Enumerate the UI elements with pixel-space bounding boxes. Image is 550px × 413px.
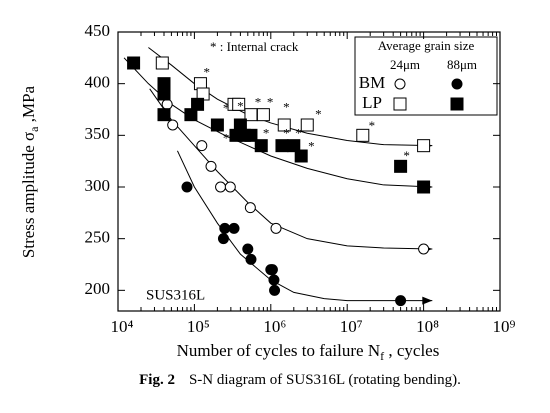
data-point	[256, 108, 270, 122]
data-point	[275, 139, 289, 153]
legend-title: Average grain size	[378, 38, 475, 53]
legend-row: LP	[362, 93, 382, 112]
crack-mark: *	[255, 94, 262, 109]
data-point	[167, 119, 179, 131]
data-point	[217, 233, 229, 245]
crack-mark: *	[308, 139, 315, 154]
crack-mark: *	[283, 99, 290, 114]
y-tick-label: 450	[85, 21, 111, 40]
caption: Fig. 2 S-N diagram of SUS316L (rotating b…	[139, 372, 461, 388]
y-tick-label: 300	[85, 176, 111, 195]
crack-mark: *	[315, 107, 322, 122]
crack-mark: *	[263, 125, 270, 140]
data-point	[127, 56, 141, 70]
material-label: SUS316L	[146, 287, 205, 303]
x-tick-label: 10⁹	[493, 317, 516, 336]
crack-mark: *	[369, 118, 376, 133]
data-point	[215, 181, 227, 193]
data-point	[270, 222, 282, 234]
x-tick-label: 10⁶	[263, 317, 286, 336]
plot-frame	[117, 31, 501, 312]
crack-mark: *	[283, 125, 290, 140]
x-label-sub: f	[380, 349, 384, 363]
data-point	[210, 118, 224, 132]
crack-mark: *	[403, 148, 410, 163]
crack-mark: *	[237, 98, 244, 113]
data-point	[219, 222, 231, 234]
data-point	[294, 149, 308, 163]
data-point	[244, 128, 258, 142]
y-tick-label: 250	[85, 228, 111, 247]
crack-mark: *	[223, 130, 230, 145]
data-point	[157, 87, 171, 101]
data-point	[205, 160, 217, 172]
y-tick-label: 200	[85, 279, 111, 298]
caption-text: S-N diagram of SUS316L (rotating bending…	[189, 372, 461, 388]
data-point	[268, 274, 280, 286]
data-point	[244, 202, 256, 214]
x-tick-label: 10⁵	[187, 317, 210, 336]
x-tick-label: 10⁸	[416, 317, 439, 336]
y-label-tail: ,MPa	[19, 85, 38, 126]
fit-curve	[176, 150, 433, 302]
data-point	[196, 140, 208, 152]
data-point	[184, 108, 198, 122]
y-axis-label: Stress amplitude σa ,MPa	[19, 85, 41, 258]
data-point	[300, 118, 314, 132]
x-label-tail: , cycles	[384, 341, 439, 360]
y-tick-label: 400	[85, 73, 111, 92]
crack-mark: *	[203, 64, 210, 79]
data-point	[224, 181, 236, 193]
x-tick-label: 10⁷	[340, 317, 363, 336]
crack-mark: *	[295, 125, 302, 140]
legend-row: BM	[359, 73, 385, 92]
runout-arrow	[422, 296, 433, 305]
legend-symbol	[450, 97, 464, 111]
x-axis-label: Number of cycles to failure Nf , cycles	[177, 341, 440, 363]
data-point	[161, 98, 173, 110]
crack-mark: *	[223, 100, 230, 115]
data-point	[287, 139, 301, 153]
legend-column: 88μm	[447, 57, 477, 72]
data-point	[157, 108, 171, 122]
legend-box	[354, 36, 498, 116]
data-point	[417, 139, 431, 153]
data-point	[228, 222, 240, 234]
data-point	[395, 295, 407, 307]
data-point	[254, 139, 268, 153]
data-point	[266, 264, 278, 276]
data-point	[232, 97, 246, 111]
fit-curve	[149, 88, 433, 250]
data-point	[191, 97, 205, 111]
data-point	[269, 284, 281, 296]
legend-symbol	[451, 78, 463, 90]
data-point	[155, 56, 169, 70]
data-point	[356, 128, 370, 142]
annotation: * : Internal crack	[210, 39, 299, 54]
data-point	[418, 243, 430, 255]
data-point	[417, 180, 431, 194]
x-label-main: Number of cycles to failure N	[177, 341, 380, 360]
crack-mark: *	[267, 94, 274, 109]
y-tick-label: 350	[85, 124, 111, 143]
caption-label: Fig. 2	[139, 372, 175, 388]
y-label-sub: a	[27, 126, 41, 132]
legend-column: 24μm	[390, 57, 420, 72]
x-tick-label: 10⁴	[111, 317, 134, 336]
legend-symbol	[394, 78, 406, 90]
data-point	[242, 243, 254, 255]
data-point	[245, 253, 257, 265]
legend-symbol	[393, 97, 407, 111]
data-point	[277, 118, 291, 132]
y-label-main: Stress amplitude σ	[19, 132, 38, 258]
data-point	[181, 181, 193, 193]
data-point	[394, 159, 408, 173]
